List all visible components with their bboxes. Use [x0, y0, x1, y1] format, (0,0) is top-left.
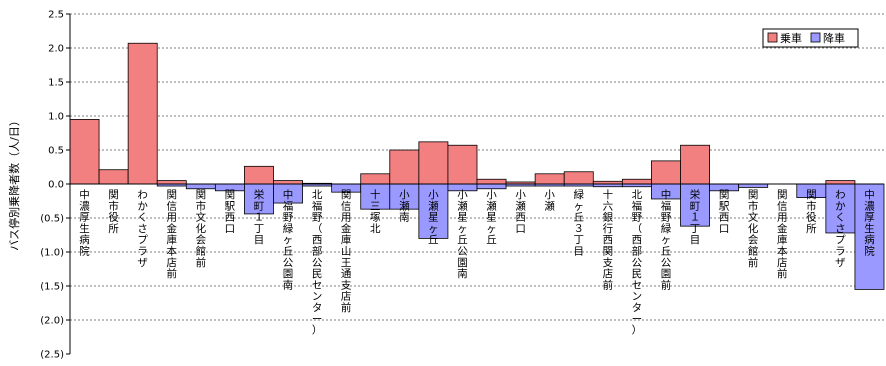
category-label: わかくさプラザ	[835, 189, 846, 269]
boarding-bar	[621, 178, 652, 185]
category-label: 関駅西口	[225, 189, 236, 235]
category-label: 中濃厚生病院	[864, 188, 875, 258]
axes	[66, 13, 884, 355]
category-label: 栄町１丁目	[254, 188, 265, 246]
boarding-bar	[476, 178, 507, 185]
y-tick-label: (2.0)	[40, 316, 64, 327]
legend-swatch-boarding	[767, 32, 778, 43]
y-tick-label: (0.5)	[40, 214, 64, 225]
legend-label-alighting: 降車	[823, 31, 845, 45]
y-tick-label: 2.5	[48, 10, 64, 21]
category-label: 栄町１丁目	[690, 188, 701, 246]
category-label: 小瀬星ヶ丘公園南	[457, 189, 468, 280]
category-label: 関市文化会館前	[748, 189, 759, 269]
bars	[69, 42, 885, 290]
category-label: 緑ヶ丘３丁目	[574, 188, 585, 258]
boarding-bar	[651, 160, 681, 185]
boarding-bar	[273, 180, 303, 185]
alighting-bar	[418, 183, 449, 239]
category-label: 中福野緑ヶ丘公園前	[661, 188, 672, 291]
boarding-bar	[680, 144, 710, 185]
category-labels: 中濃厚生病院 関市役所 わかくさプラザ 関信用金庫本店前 関市文化会館前 関駅西口 栄町１丁…	[79, 188, 875, 337]
boarding-bar	[360, 173, 391, 185]
category-label: 中福野緑ヶ丘公園南	[283, 188, 294, 291]
y-tick-label: (1.0)	[40, 248, 64, 259]
boarding-bar	[534, 173, 565, 185]
y-tick-label: 0.5	[48, 146, 64, 157]
legend-label-boarding: 乗車	[780, 31, 802, 45]
boarding-bar	[447, 144, 478, 185]
category-label: 北福野（西部公民センター）	[312, 189, 323, 337]
boarding-bar	[563, 171, 594, 185]
y-tick-label: 1.5	[48, 78, 64, 89]
category-label: 関信用金庫本店前	[777, 189, 788, 280]
boarding-bar	[389, 149, 420, 185]
legend-swatch-alighting	[810, 32, 821, 43]
boarding-bar	[418, 141, 449, 185]
y-axis-label: バス停別乗降者数（人/日）	[7, 115, 21, 251]
boarding-bar	[156, 180, 187, 185]
y-tick-label: (2.5)	[40, 350, 64, 361]
category-label: 十六銀行西関支店前	[603, 188, 614, 291]
category-label: 小瀬南	[399, 189, 410, 224]
legend-box	[762, 28, 859, 48]
category-label: 北福野（西部公民センター）	[632, 189, 643, 337]
alighting-bar	[854, 183, 885, 290]
category-label: わかくさプラザ	[137, 189, 148, 269]
y-tick-label: 1.0	[48, 112, 64, 123]
category-label: 小瀬西口	[515, 189, 526, 235]
legend: 乗車 降車	[762, 28, 859, 48]
y-tick-label: 0.0	[48, 180, 64, 191]
category-label: 関市役所	[108, 189, 119, 235]
boarding-bar	[825, 180, 856, 185]
category-label: 中濃厚生病院	[79, 188, 90, 258]
category-label: 小瀬	[544, 189, 555, 212]
alighting-bar	[738, 183, 769, 188]
y-tick-label: (1.5)	[40, 282, 64, 293]
category-label: 関信用金庫本店前	[167, 189, 178, 280]
alighting-bar	[825, 183, 856, 234]
boarding-bar	[127, 42, 158, 185]
category-label: 関駅西口	[719, 189, 730, 235]
boarding-bar	[244, 165, 274, 185]
category-label: 小瀬星ヶ丘	[428, 189, 439, 246]
category-label: 関信用金庫山王通支店前	[341, 189, 352, 314]
category-label: 小瀬星ヶ丘	[486, 189, 497, 246]
y-tick-labels: 2.5 2.0 1.5 1.0 0.5 0.0 (0.5) (1.0) (1.5) (2.0) (2…	[40, 10, 64, 361]
category-label: 関市役所	[806, 189, 817, 235]
boarding-bar	[98, 169, 129, 185]
boarding-bar	[69, 119, 100, 185]
y-tick-label: 2.0	[48, 44, 64, 55]
category-label: 十三塚北	[370, 188, 381, 235]
category-label: 関市文化会館前	[196, 189, 207, 269]
